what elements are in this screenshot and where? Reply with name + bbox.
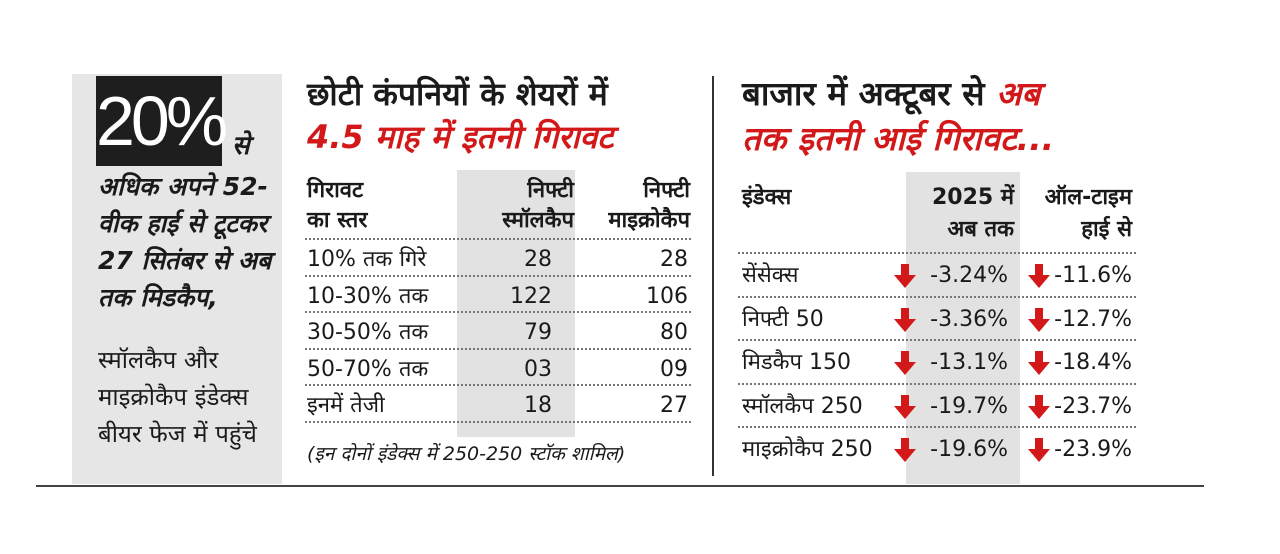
percent-badge: 20% <box>96 76 228 166</box>
row-separator <box>305 311 691 313</box>
header-line: अब तक <box>947 217 1014 242</box>
smallcap-cell: 18 <box>524 393 552 418</box>
vertical-divider <box>712 76 714 476</box>
row-separator <box>305 274 691 277</box>
level-cell: 50-70% तक <box>307 356 429 382</box>
row-separator <box>738 426 1136 428</box>
ytd-change-cell: -19.6% <box>930 437 1008 462</box>
down-arrow-icon <box>894 351 916 375</box>
down-arrow-icon <box>1028 264 1050 288</box>
index-name-cell: मिडकैप 150 <box>742 350 852 375</box>
down-arrow-icon <box>1028 351 1050 375</box>
right-title-black: बाजार में अक्टूबर से <box>742 74 997 113</box>
header-line: ऑल-टाइम <box>1044 185 1132 210</box>
header-line: गिरावट <box>307 178 364 203</box>
bottom-rule <box>36 485 1204 487</box>
header-line: निफ्टी <box>643 178 690 203</box>
microcap-cell: 28 <box>660 247 688 272</box>
row-separator <box>305 384 691 386</box>
row-separator <box>305 238 691 240</box>
middle-table-note: (इन दोनों इंडेक्स में 250-250 स्टॉक शामि… <box>307 443 626 465</box>
header-line: माइक्रोकैप <box>608 208 690 233</box>
smallcap-cell: 122 <box>510 283 552 309</box>
row-separator <box>305 420 691 423</box>
right-title: बाजार में अक्टूबर से अब <box>742 73 1040 115</box>
header-line: इंडेक्स <box>742 185 792 210</box>
right-header-index: इंडेक्स <box>742 182 791 214</box>
right-title-red: अब <box>996 74 1041 113</box>
index-name-cell: माइक्रोकैप 250 <box>742 437 873 462</box>
smallcap-cell: 28 <box>524 247 552 272</box>
middle-header-level: गिरावट का स्तर <box>307 176 367 236</box>
header-line: स्मॉलकैप <box>502 208 574 233</box>
alltime-change-cell: -11.6% <box>1054 263 1132 288</box>
ytd-change-cell: -3.36% <box>930 306 1008 332</box>
left-normal-text: स्मॉलकैप और माइक्रोकैप इंडेक्स बीयर फेज … <box>98 346 257 448</box>
alltime-change-cell: -23.9% <box>1054 437 1132 462</box>
row-separator <box>738 295 1136 298</box>
down-arrow-icon <box>1028 307 1050 332</box>
middle-title: छोटी कंपनियों के शेयरों में <box>307 75 608 113</box>
badge-suffix: से <box>232 131 250 161</box>
right-header-alltime: ऑल-टाइम हाई से <box>1024 182 1132 246</box>
middle-header-microcap: निफ्टी माइक्रोकैप <box>586 176 690 236</box>
alltime-change-cell: -23.7% <box>1054 393 1132 419</box>
level-cell: 10-30% तक <box>307 283 429 309</box>
down-arrow-icon <box>894 307 916 332</box>
header-line: निफ्टी <box>527 178 574 203</box>
right-subtitle: तक इतनी आई गिरावट... <box>742 119 1055 158</box>
row-separator <box>738 382 1136 385</box>
header-line: 2025 में <box>931 185 1014 210</box>
level-cell: 10% तक गिरे <box>307 247 427 272</box>
alltime-change-cell: -18.4% <box>1054 350 1132 375</box>
middle-subtitle: 4.5 माह में इतनी गिरावट <box>307 118 614 156</box>
smallcap-cell: 03 <box>524 356 552 382</box>
down-arrow-icon <box>894 394 916 419</box>
level-cell: 30-50% तक <box>307 320 429 345</box>
left-bold-text: अधिक अपने 52-वीक हाई से टूटकर 27 सितंबर … <box>98 172 272 312</box>
microcap-cell: 80 <box>660 320 688 345</box>
ytd-change-cell: -19.7% <box>930 393 1008 419</box>
down-arrow-icon <box>1028 438 1050 462</box>
microcap-cell: 106 <box>646 283 688 309</box>
alltime-change-cell: -12.7% <box>1054 306 1132 332</box>
microcap-cell: 09 <box>660 356 688 382</box>
smallcap-cell: 79 <box>524 320 552 345</box>
index-name-cell: सेंसेक्स <box>742 263 799 288</box>
row-separator <box>305 347 691 350</box>
index-name-cell: स्मॉलकैप 250 <box>742 393 863 419</box>
header-line: हाई से <box>1081 217 1132 242</box>
right-header-ytd: 2025 में अब तक <box>906 182 1014 246</box>
down-arrow-icon <box>894 264 916 288</box>
microcap-cell: 27 <box>660 393 688 418</box>
down-arrow-icon <box>894 438 916 462</box>
ytd-column-shade <box>906 172 1020 484</box>
down-arrow-icon <box>1028 394 1050 419</box>
middle-header-smallcap: निफ्टी स्मॉलकैप <box>458 176 574 236</box>
row-separator <box>738 252 1136 254</box>
level-cell: इनमें तेजी <box>307 393 385 418</box>
ytd-change-cell: -3.24% <box>930 263 1008 288</box>
smallcap-column-shade <box>457 170 575 437</box>
header-line: का स्तर <box>307 208 368 233</box>
index-name-cell: निफ्टी 50 <box>742 306 824 332</box>
row-separator <box>738 339 1136 341</box>
ytd-change-cell: -13.1% <box>930 350 1008 375</box>
